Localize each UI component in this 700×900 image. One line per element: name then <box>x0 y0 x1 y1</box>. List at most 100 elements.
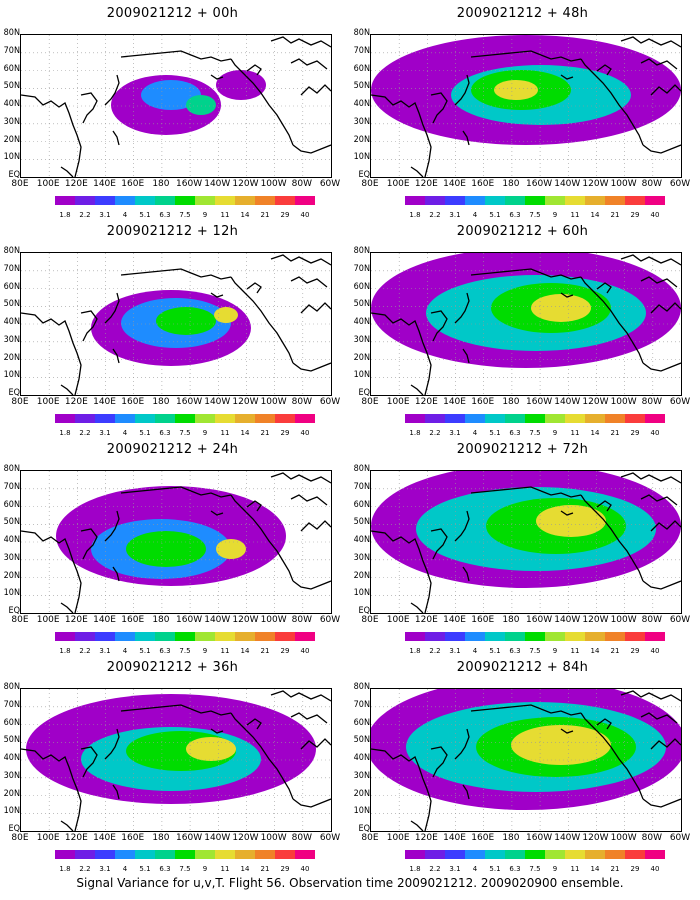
colorbar-swatch <box>255 632 275 641</box>
colorbar-label: 14 <box>240 429 250 437</box>
colorbar-label: 11 <box>570 647 580 655</box>
colorbar-swatch <box>155 850 175 859</box>
colorbar-swatch <box>465 632 485 641</box>
colorbar-label: 2.2 <box>429 865 441 873</box>
colorbar-swatch <box>195 196 215 205</box>
colorbar-swatch <box>585 196 605 205</box>
coastline <box>210 74 224 80</box>
colorbar-swatch <box>625 850 645 859</box>
latitude-label: 80N <box>353 464 370 474</box>
colorbar-labels: 1.8 2.2 3.1 4 5.1 6.3 7.5 9 11 14 21 29 40 <box>405 429 665 439</box>
colorbar-label: 3.1 <box>99 211 111 219</box>
colorbar-swatch <box>485 632 505 641</box>
colorbar-swatch <box>465 196 485 205</box>
latitude-label: 70N <box>3 481 20 492</box>
colorbar-label: 4 <box>122 211 128 219</box>
latitude-label: 40N <box>353 317 370 327</box>
colorbar-swatch <box>505 850 525 859</box>
colorbar-label: 11 <box>220 211 230 219</box>
longitude-label: 160W <box>176 833 203 843</box>
colorbar-label: 1.8 <box>59 429 71 437</box>
latitude-label: 80N <box>3 246 20 256</box>
coastline <box>371 530 432 613</box>
colorbar-swatch <box>405 632 425 641</box>
colorbar-swatch <box>445 632 465 641</box>
longitude-label: 100E <box>36 397 60 407</box>
longitude-label: 80E <box>361 833 379 843</box>
colorbar-swatch <box>505 196 525 205</box>
latitude-label: 50N <box>3 735 20 746</box>
colorbar-label: 21 <box>260 647 270 655</box>
colorbar-label: 14 <box>590 429 600 437</box>
coastline <box>650 84 681 96</box>
coastline <box>270 36 331 48</box>
longitude-label: 80W <box>641 833 662 843</box>
longitude-label: 160W <box>526 833 553 843</box>
longitude-label: 140E <box>443 833 466 843</box>
longitude-label: 140E <box>443 179 466 189</box>
panel-title: 2009021212 + 24h <box>106 442 239 457</box>
longitude-label: 160E <box>121 615 145 625</box>
forecast-panel: 2009021212 + 24h 80N 70N 60N 50N 40N 30N 20N 10N… <box>0 442 345 660</box>
variance-contour <box>141 80 201 110</box>
latitude-label: 10N <box>353 370 370 381</box>
coastline <box>300 302 331 314</box>
coastline <box>21 748 82 831</box>
latitude-label: 40N <box>3 535 20 545</box>
longitude-label: 80W <box>291 179 312 189</box>
colorbar-label: 2.2 <box>429 429 441 437</box>
colorbar-label: 1.8 <box>409 429 421 437</box>
colorbar-swatch <box>115 632 135 641</box>
longitude-label: 120W <box>582 179 609 189</box>
longitude-label: 120W <box>582 833 609 843</box>
coastline <box>246 64 262 76</box>
coastline <box>290 276 328 288</box>
coastline <box>190 54 232 62</box>
colorbar-label: 7.5 <box>529 647 541 655</box>
colorbar-label: 40 <box>300 647 310 655</box>
colorbar <box>405 414 665 427</box>
colorbar-swatch <box>75 850 95 859</box>
longitude-label: 180 <box>152 615 170 625</box>
coastline <box>580 58 644 146</box>
latitude-label: 80N <box>3 464 20 474</box>
latitude-label: 30N <box>353 116 370 127</box>
variance-contour <box>126 531 206 567</box>
colorbar-label: 7.5 <box>179 211 191 219</box>
colorbar-swatch <box>255 850 275 859</box>
latitude-label: EQ <box>8 388 21 398</box>
colorbar-swatch <box>75 632 95 641</box>
colorbar-label: 3.1 <box>99 865 111 873</box>
colorbar-swatch <box>95 632 115 641</box>
longitude-label: 140W <box>554 833 581 843</box>
longitude-label: 100W <box>610 397 637 407</box>
colorbar-label: 4 <box>472 865 478 873</box>
coastline <box>292 144 331 154</box>
colorbar-swatch <box>605 632 625 641</box>
coastline <box>246 718 262 730</box>
colorbar-label: 1.8 <box>409 211 421 219</box>
coastline <box>60 820 74 831</box>
latitude-label: 10N <box>3 370 20 381</box>
variance-map <box>370 470 682 614</box>
coastline <box>540 708 582 716</box>
coastline <box>292 580 331 590</box>
longitude-label: 120W <box>232 397 259 407</box>
latitude-label: 10N <box>3 152 20 163</box>
coastline <box>470 268 542 276</box>
coastline <box>596 282 612 294</box>
panel-title: 2009021212 + 00h <box>106 6 239 21</box>
colorbar-label: 11 <box>570 865 580 873</box>
longitude-label: 140E <box>443 615 466 625</box>
colorbar-swatch <box>405 196 425 205</box>
forecast-panel: 2009021212 + 60h 80N 70N 60N 50N 40N 30N 20N 10N… <box>350 224 695 442</box>
colorbar-label: 6.3 <box>509 211 521 219</box>
variance-map <box>20 34 332 178</box>
colorbar-swatch <box>445 850 465 859</box>
coastline <box>540 490 582 498</box>
colorbar-swatch <box>255 196 275 205</box>
colorbar-swatch <box>485 850 505 859</box>
longitude-label: 140E <box>93 615 116 625</box>
latitude-label: 20N <box>353 352 370 363</box>
longitude-label: 140E <box>93 179 116 189</box>
